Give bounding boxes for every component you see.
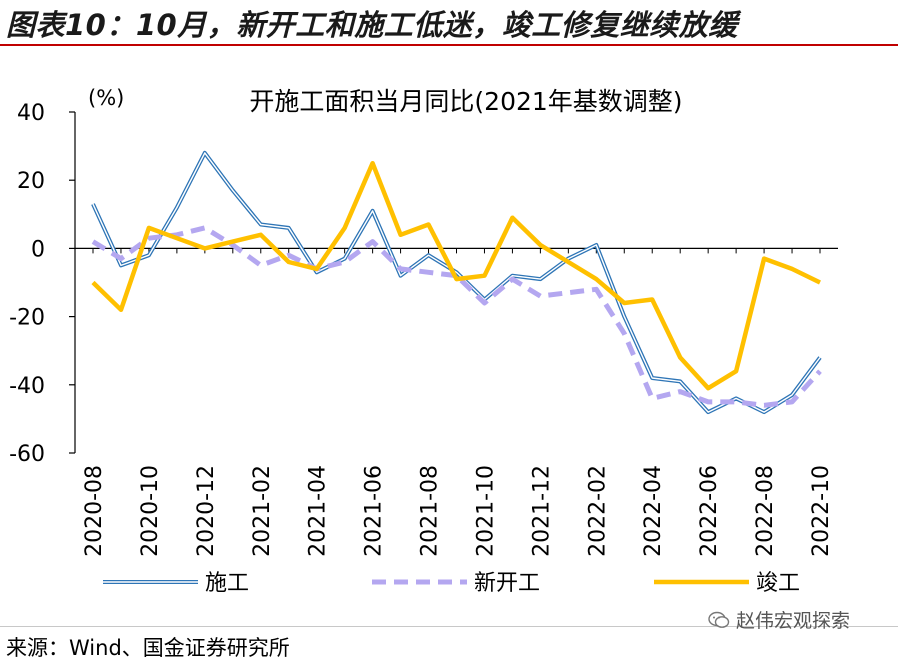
- series-施工: [91, 150, 822, 415]
- series-line: [91, 225, 822, 408]
- line-chart: 40 20 0 -20 -40 -60 2020-08 2020-10 2020-12 2021-…: [9, 86, 838, 596]
- y-tick-label: 20: [17, 169, 45, 194]
- series-line-outer: [91, 150, 822, 415]
- x-tick-label: 2021-12: [529, 465, 554, 557]
- chart-series: [91, 150, 822, 415]
- x-tick-label: 2021-10: [473, 465, 498, 557]
- watermark-text: 赵伟宏观探索: [736, 610, 851, 632]
- series-line-inner: [92, 152, 821, 413]
- legend-item: 竣工: [654, 571, 800, 596]
- y-tick-label: -60: [9, 442, 45, 467]
- legend-item: 新开工: [372, 571, 540, 596]
- chart-legend: 施工 新开工 竣工: [103, 571, 800, 596]
- x-tick-label: 2022-04: [641, 465, 666, 557]
- y-tick-label: -20: [9, 306, 45, 331]
- x-tick-label: 2021-04: [306, 465, 331, 557]
- wechat-icon: [708, 611, 730, 628]
- figure-title: 图表10：10月，新开工和施工低迷，竣工修复继续放缓: [6, 8, 738, 42]
- x-tick-label: 2021-02: [250, 465, 275, 557]
- legend-item: 施工: [103, 571, 249, 596]
- y-tick-label: -40: [9, 374, 45, 399]
- watermark: 赵伟宏观探索: [708, 606, 850, 633]
- x-tick-label: 2022-08: [753, 465, 778, 557]
- source-note: 来源：Wind、国金证券研究所: [6, 636, 290, 660]
- report-header: 图表10：10月，新开工和施工低迷，竣工修复继续放缓: [0, 0, 898, 46]
- legend-label: 竣工: [756, 571, 800, 596]
- footer-divider: [0, 626, 898, 627]
- x-tick-label: 2022-02: [585, 465, 610, 557]
- x-tick-label: 2020-10: [138, 465, 163, 557]
- chart-axes: 40 20 0 -20 -40 -60 2020-08 2020-10 2020-12 2021-…: [9, 101, 838, 557]
- series-line: [91, 160, 821, 391]
- x-tick-label: 2021-08: [418, 465, 443, 557]
- legend-label: 施工: [205, 571, 249, 596]
- x-tick-label: 2020-12: [194, 465, 219, 557]
- y-tick-label: 40: [17, 101, 45, 126]
- x-tick-label: 2022-06: [697, 465, 722, 557]
- x-tick-label: 2020-08: [82, 465, 107, 557]
- chart-title: 开施工面积当月同比(2021年基数调整): [249, 87, 682, 116]
- y-axis-unit: (%): [88, 86, 124, 110]
- series-新开工: [91, 225, 822, 408]
- header-divider: [0, 44, 898, 46]
- legend-label: 新开工: [474, 571, 540, 596]
- series-竣工: [91, 160, 821, 391]
- x-tick-label: 2021-06: [362, 465, 387, 557]
- x-tick-label: 2022-10: [809, 465, 834, 557]
- y-tick-label: 0: [31, 237, 45, 262]
